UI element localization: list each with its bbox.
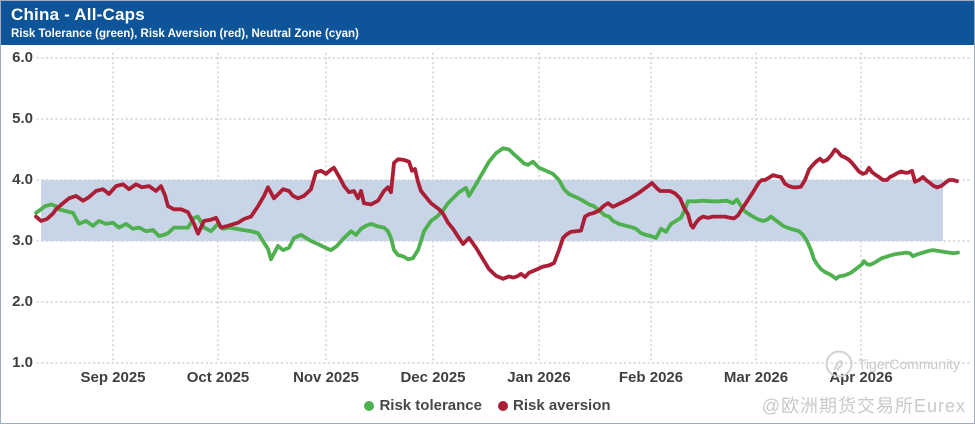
x-axis-tick-label: Mar 2026: [723, 369, 789, 386]
legend-item-risk-aversion: Risk aversion: [497, 397, 611, 414]
x-axis-tick-label: Oct 2025: [186, 369, 250, 386]
chart-legend: Risk tolerance Risk aversion: [1, 397, 974, 414]
risk-tolerance-dot-icon: [364, 400, 375, 411]
x-axis-tick-label: Dec 2025: [400, 369, 466, 386]
chart-title: China - All-Caps: [11, 5, 145, 24]
x-axis-tick-label: Sep 2025: [80, 369, 146, 386]
y-axis-tick-label: 3.0: [12, 232, 33, 249]
chart-subtitle: Risk Tolerance (green), Risk Aversion (r…: [11, 28, 359, 40]
y-axis-tick-label: 6.0: [12, 49, 33, 66]
chart-header: China - All-Caps Risk Tolerance (green),…: [1, 1, 974, 45]
y-axis-tick-label: 1.0: [12, 354, 33, 371]
legend-label-risk-aversion: Risk aversion: [512, 397, 611, 414]
y-axis-tick-label: 2.0: [12, 293, 33, 310]
x-axis-tick-label: Nov 2025: [293, 369, 359, 386]
x-axis-tick-label: Apr 2026: [829, 369, 893, 386]
legend-item-risk-tolerance: Risk tolerance: [364, 397, 482, 414]
y-axis-tick-label: 5.0: [12, 110, 33, 127]
x-axis-tick-label: Feb 2026: [618, 369, 684, 386]
x-axis-tick-label: Jan 2026: [507, 369, 571, 386]
risk-aversion-dot-icon: [497, 400, 508, 411]
legend-label-risk-tolerance: Risk tolerance: [379, 397, 482, 414]
series-line-risk-aversion: [34, 147, 959, 281]
y-axis-tick-label: 4.0: [12, 171, 33, 188]
